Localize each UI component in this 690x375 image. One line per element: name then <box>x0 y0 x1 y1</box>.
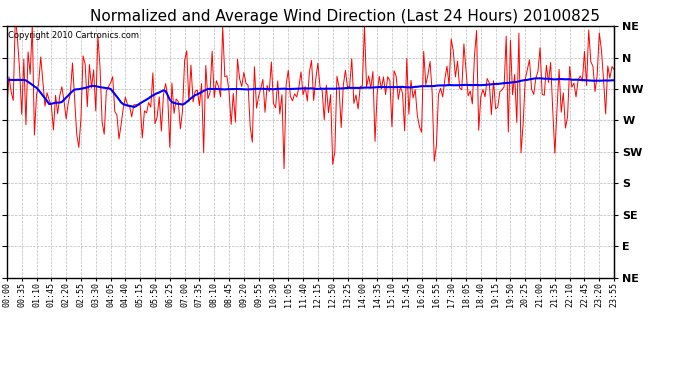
Text: Normalized and Average Wind Direction (Last 24 Hours) 20100825: Normalized and Average Wind Direction (L… <box>90 9 600 24</box>
Text: Copyright 2010 Cartronics.com: Copyright 2010 Cartronics.com <box>8 31 139 40</box>
